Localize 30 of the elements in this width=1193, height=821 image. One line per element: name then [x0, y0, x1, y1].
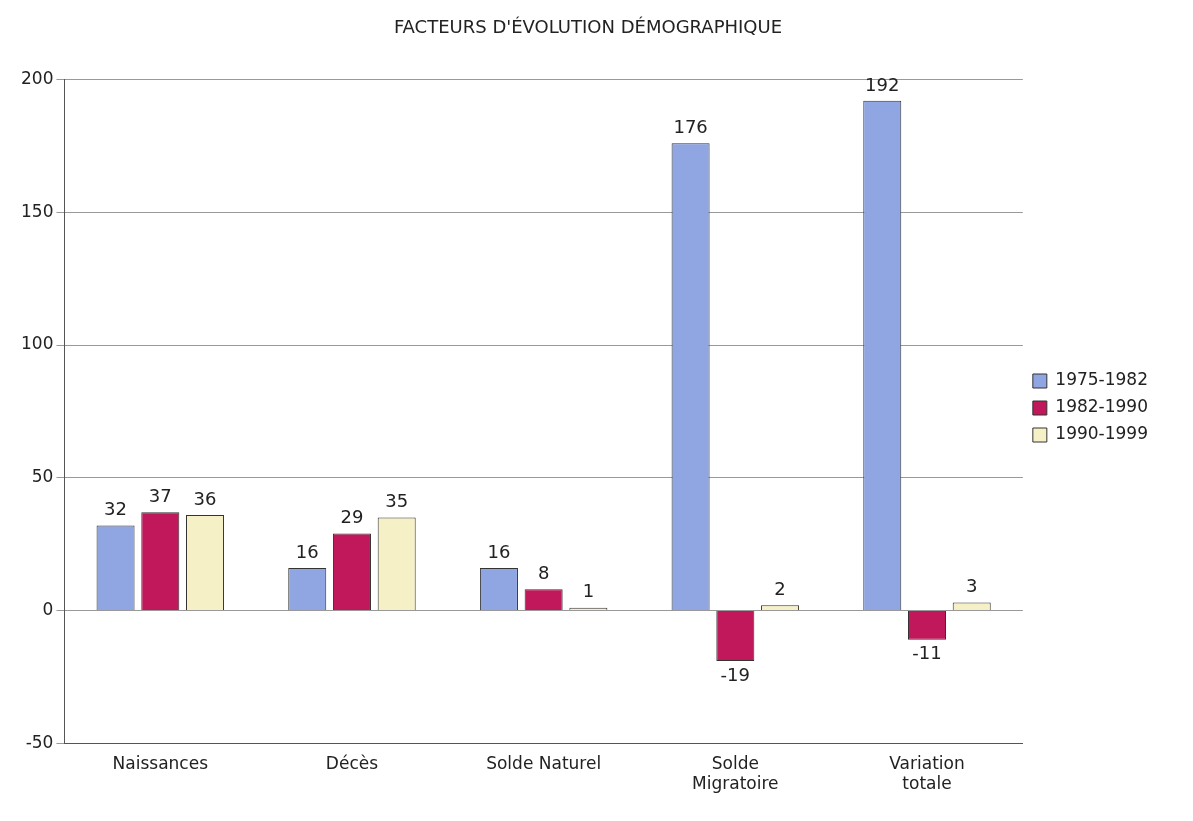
data-label: 37 [148, 484, 172, 506]
x-tick-label: Solde Naturel [486, 752, 602, 773]
data-label: 1 [582, 580, 595, 602]
data-label: 16 [295, 540, 319, 562]
legend-label: 1990-1999 [1055, 423, 1149, 444]
legend-label: 1975-1982 [1055, 369, 1149, 390]
y-tick-label: 100 [20, 333, 54, 354]
x-tick-label: Décès [325, 752, 379, 773]
y-tick-label: 150 [20, 200, 54, 221]
data-label: 16 [487, 540, 511, 562]
data-label: 36 [193, 487, 217, 509]
y-tick-label: 200 [20, 68, 54, 89]
data-label: 35 [385, 490, 409, 512]
data-label: 192 [865, 73, 900, 95]
chart-title: FACTEURS D'ÉVOLUTION DÉMOGRAPHIQUE [393, 16, 783, 38]
data-label: 176 [673, 115, 708, 137]
x-tick-label: Naissances [112, 752, 209, 773]
data-label: 29 [340, 506, 364, 528]
data-label: 32 [104, 498, 128, 520]
y-tick-label: -50 [25, 731, 54, 752]
data-label: 8 [537, 561, 550, 583]
data-label: -19 [720, 663, 751, 685]
legend-label: 1982-1990 [1055, 396, 1149, 417]
y-tick-label: 50 [31, 466, 54, 487]
x-tick-label: Variation totale [889, 752, 965, 794]
y-tick-label: 0 [42, 598, 54, 619]
data-label: 2 [774, 577, 786, 599]
data-label: -11 [912, 642, 942, 664]
x-tick-label: Solde Migratoire [692, 752, 779, 794]
data-label: 3 [966, 575, 978, 597]
